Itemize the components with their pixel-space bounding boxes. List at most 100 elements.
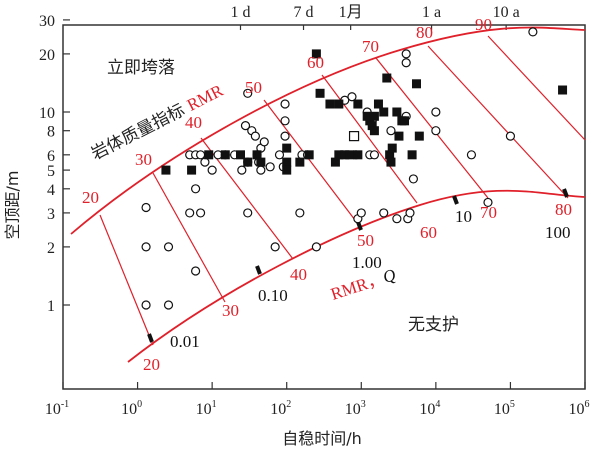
open-circle-point (405, 208, 415, 218)
open-circle-point (311, 242, 321, 252)
filled-square-point (367, 121, 377, 131)
open-circle-point (280, 99, 290, 109)
y-tick-label: 6 (47, 148, 55, 165)
open-circle-point (295, 208, 305, 218)
y-tick-label: 2 (47, 240, 55, 257)
open-circle-point (379, 208, 389, 218)
filled-square-point (407, 150, 417, 160)
filled-square-point (369, 111, 379, 121)
rmr-upper-label: 30 (135, 150, 152, 169)
q-value-label: 0.10 (258, 286, 288, 305)
filled-square-point (256, 157, 266, 167)
open-circle-point (163, 300, 174, 310)
open-circle-point (280, 131, 290, 141)
open-circle-point (163, 242, 174, 252)
y-tick-label: 20 (39, 47, 55, 64)
top-axis-label: 1月 (339, 4, 363, 21)
filled-square-point (353, 99, 363, 109)
filled-square-point (394, 131, 404, 141)
rmr-line-20 (99, 214, 154, 346)
filled-square-point (282, 143, 292, 153)
open-circle-point (190, 184, 201, 194)
filled-square-point (382, 73, 392, 83)
open-circle-point (431, 126, 441, 136)
y-tick-label: 8 (47, 124, 55, 141)
open-circle-point (386, 126, 396, 136)
region-label-immediate-collapse: 立即垮落 (107, 58, 175, 78)
q-tick (356, 221, 363, 231)
open-circle-point (195, 208, 206, 218)
open-circle-point (256, 165, 266, 175)
top-axis-label: 10 a (493, 4, 520, 21)
filled-square-point (362, 111, 372, 121)
q-value-label: 1.00 (352, 253, 382, 272)
q-value-label: 100 (545, 223, 571, 242)
q-value-label: 10 (455, 207, 472, 226)
rmr-lower-label: 40 (290, 265, 307, 284)
filled-square-point (220, 150, 230, 160)
open-circle-point (401, 49, 411, 59)
open-circle-point (280, 116, 290, 126)
open-circle-point (195, 150, 206, 160)
data-points (141, 27, 568, 310)
rmr-lower-label: 30 (222, 301, 239, 320)
filled-square-point (558, 85, 568, 95)
filled-square-point (295, 157, 305, 167)
rmr-lower-label: 80 (555, 200, 572, 219)
open-circle-point (185, 208, 195, 218)
open-circle-point (356, 208, 366, 218)
open-circle-point (243, 208, 253, 218)
open-circle-point (347, 92, 357, 102)
region-label-no-support: 无支护 (408, 315, 459, 335)
x-tick-label: 105 (494, 399, 515, 418)
filled-square-point (353, 150, 363, 160)
rmr-lower-label: 60 (420, 223, 437, 242)
filled-square-point (334, 150, 344, 160)
open-circle-point (250, 131, 260, 141)
open-square-point (348, 131, 360, 142)
filled-square-point (414, 131, 424, 141)
y-tick-label: 5 (47, 163, 55, 180)
filled-square-point (282, 157, 292, 167)
open-circle-point (431, 107, 441, 117)
rmr-line-80 (427, 45, 569, 199)
filled-square-point (334, 99, 344, 109)
rmr-upper-label: 20 (82, 188, 99, 207)
q-tick (452, 195, 459, 205)
open-circle-point (259, 137, 269, 147)
x-tick-label: 104 (419, 399, 440, 418)
filled-square-point (340, 150, 350, 160)
filled-square-point (387, 143, 397, 153)
x-axis-label: 自稳时间/h (282, 429, 362, 448)
rmr-upper-label: 60 (307, 53, 324, 72)
plot-border (62, 24, 586, 390)
filled-square-point (379, 107, 389, 117)
q-tick (562, 188, 569, 198)
open-circle-point (270, 242, 280, 252)
open-circle-point (240, 121, 251, 131)
filled-square-point (204, 150, 214, 160)
filled-square-point (369, 126, 379, 136)
rmr-curves (70, 26, 586, 363)
filled-square-point (252, 150, 262, 160)
top-axis-label: 7 d (294, 4, 314, 21)
x-tick-label: 100 (121, 399, 142, 418)
filled-square-point (365, 116, 375, 126)
filled-square-point (385, 150, 395, 160)
filled-square-point (373, 99, 383, 109)
filled-square-point (392, 107, 402, 117)
open-circle-point (274, 150, 285, 160)
rmr-upper-label: 80 (416, 23, 433, 42)
rmr-line-70 (375, 57, 489, 199)
filled-square-point (315, 88, 325, 98)
open-circle-point (265, 162, 275, 172)
open-circle-point (207, 165, 217, 175)
open-circle-point (466, 150, 477, 160)
q-tick (255, 265, 262, 275)
y-tick-label: 4 (47, 182, 55, 199)
rmr-lower-label: 20 (143, 355, 160, 374)
q-value-label: 0.01 (170, 332, 200, 351)
filled-square-point (304, 150, 314, 160)
lower-rmr-q-curve (127, 189, 586, 363)
